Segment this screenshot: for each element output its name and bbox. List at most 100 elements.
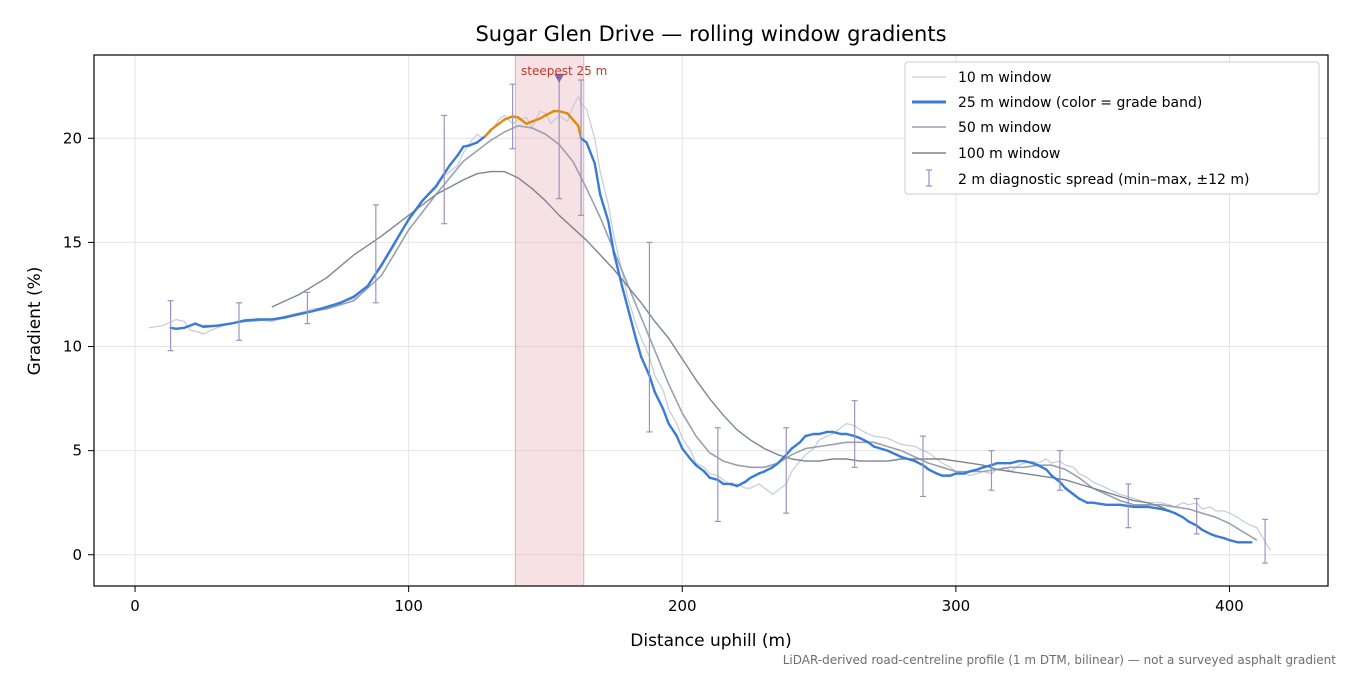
series-25m-segment <box>194 322 205 328</box>
diagnostic-spread-bar <box>304 291 311 325</box>
series-25m-segment <box>1214 534 1226 540</box>
series-25m-segment <box>798 434 807 444</box>
series-25m-segment <box>1118 503 1135 509</box>
series-25m-segment <box>598 193 610 223</box>
series-25m-segment <box>661 407 670 425</box>
series-25m-segment <box>1091 501 1108 506</box>
series-25m-segment <box>1200 528 1212 536</box>
series-25m-segment <box>1036 464 1048 471</box>
legend-label-25m: 25 m window (color = grade band) <box>958 95 1202 111</box>
diagnostic-spread-bar <box>988 450 995 491</box>
series-25m-segment <box>968 468 979 473</box>
x-tick-label: 0 <box>130 597 140 615</box>
footnote: LiDAR-derived road-centreline profile (1… <box>783 653 1337 667</box>
series-25m-segment <box>557 110 569 115</box>
series-25m-segment <box>475 135 487 144</box>
plot-frame <box>93 54 1329 587</box>
series-25m-segment <box>913 459 925 467</box>
series-25m-segment <box>708 476 720 481</box>
series-25m-segment <box>681 447 692 461</box>
series-25m-segment <box>653 391 665 411</box>
series-25m-segment <box>648 374 657 394</box>
series-25m-segment <box>1159 507 1171 513</box>
series-25m-segment <box>667 422 678 438</box>
series-25m-segment <box>298 309 315 316</box>
series-25m-segment <box>571 118 580 128</box>
series-25m-segment <box>407 199 424 221</box>
y-tick-label: 15 <box>63 233 82 251</box>
series-25m-segment <box>872 445 889 452</box>
y-axis-ticks: 0 5 10 15 20 <box>63 129 94 564</box>
series-25m-segment <box>749 472 761 479</box>
series-25m-segment <box>640 355 651 377</box>
series-25m-segment <box>1077 497 1089 504</box>
series-25m-segment <box>790 441 802 450</box>
series-25m-segment <box>982 464 993 469</box>
diagnostic-spread-bar <box>1193 497 1200 535</box>
steepest-annotation: steepest 25 m <box>521 64 607 78</box>
series-25m-segment <box>311 305 328 313</box>
series-25m-segment <box>352 284 369 298</box>
y-tick-label: 20 <box>63 129 82 147</box>
series-25m-segment <box>694 464 706 473</box>
x-axis-ticks: 0 100 200 300 400 <box>130 586 1244 615</box>
diagnostic-spread-bars <box>167 77 1269 564</box>
series-25m-segment <box>1023 459 1034 465</box>
series-line-2 <box>203 125 1258 541</box>
series-25m-segment <box>1228 538 1239 544</box>
x-axis-label: Distance uphill (m) <box>630 631 791 651</box>
series-25m-segment <box>776 453 788 465</box>
diagnostic-spread-bar <box>578 79 585 216</box>
steepest-band <box>514 54 585 587</box>
series-25m-segment <box>516 116 528 125</box>
series-25m-segment <box>585 141 596 165</box>
series-25m-segment <box>434 164 451 188</box>
y-tick-label: 5 <box>72 442 82 460</box>
series-25m-segment <box>804 432 815 438</box>
series-25m-segment <box>817 430 829 436</box>
series-25m-segment <box>634 337 643 359</box>
series-25m-segment <box>785 447 793 457</box>
series-25m-segment <box>366 264 383 288</box>
series-25m-segment <box>1009 459 1021 465</box>
series-25m-segment <box>593 162 602 196</box>
steepest-band-rect <box>514 54 585 587</box>
series-25m-segment <box>380 241 397 267</box>
x-tick-label: 100 <box>394 597 423 615</box>
diagnostic-spread-bar <box>509 83 516 150</box>
series-25m-segment <box>489 122 501 132</box>
legend-label-100m: 100 m window <box>958 146 1060 162</box>
series-25m-segment <box>484 128 492 138</box>
diagnostic-spread-bar <box>646 241 653 433</box>
series-25m-segment <box>243 318 260 322</box>
legend-swatch-diagnostic <box>926 169 932 187</box>
series-25m-segment <box>215 322 233 327</box>
series-25m-segment <box>899 455 917 463</box>
chart-title: Sugar Glen Drive — rolling window gradie… <box>475 22 946 46</box>
series-25m-segment <box>393 218 410 244</box>
series-25m-segment <box>448 153 460 167</box>
series-25m-segment <box>1044 468 1053 477</box>
diagnostic-spread-bar <box>236 302 243 341</box>
series-25m-segment <box>284 313 301 319</box>
series-25m-segment <box>626 305 637 340</box>
diagnostic-spread-bar <box>783 427 790 514</box>
series-25m-segment <box>456 145 465 157</box>
legend: 10 m window 25 m window (color = grade b… <box>904 61 1320 195</box>
diagnostic-spread-bar <box>851 400 858 468</box>
series-25m-segment <box>503 115 514 121</box>
series-line-3 <box>271 170 1176 514</box>
series-25m-segment <box>229 319 246 325</box>
series-25m-segment <box>675 434 684 450</box>
series-25m-segment <box>174 326 186 331</box>
y-axis-label: Gradient (%) <box>25 267 45 376</box>
series-25m-segment <box>421 184 438 202</box>
series-25m-segment <box>612 251 624 288</box>
series-25m-segment <box>1064 486 1075 496</box>
series-25m-segment <box>202 324 219 328</box>
diagnostic-spread-bar <box>1262 518 1269 564</box>
series-25m-segment <box>689 457 698 467</box>
series-25m-segment <box>544 110 555 117</box>
series-25m-segment <box>325 301 342 309</box>
